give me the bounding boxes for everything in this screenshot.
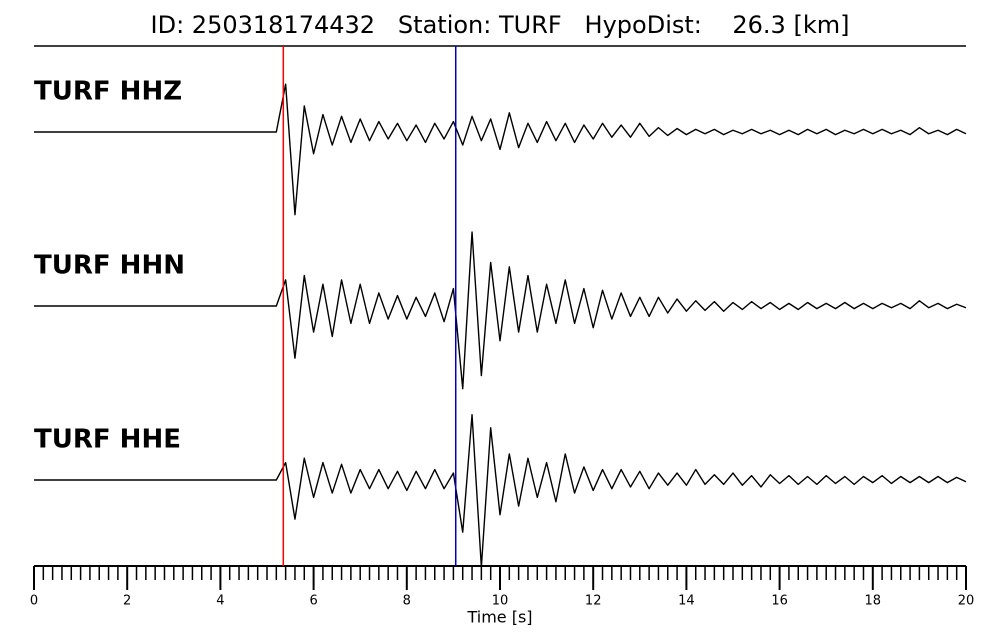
trace-label: TURF HHE: [34, 425, 181, 455]
x-axis-label: Time [s]: [466, 608, 532, 627]
x-tick-label: 8: [403, 594, 411, 609]
x-tick-label: 14: [678, 594, 695, 609]
trace-label: TURF HHN: [34, 251, 185, 281]
x-tick-label: 16: [771, 594, 788, 609]
trace-label: TURF HHZ: [34, 77, 182, 107]
x-tick-label: 20: [958, 594, 975, 609]
x-tick-label: 2: [123, 594, 131, 609]
trace: [34, 231, 967, 390]
x-tick-label: 10: [492, 594, 509, 609]
x-tick-label: 6: [309, 594, 317, 609]
trace: [34, 83, 967, 216]
x-tick-label: 18: [865, 594, 882, 609]
trace: [34, 414, 967, 568]
chart-title: ID: 250318174432 Station: TURF HypoDist:…: [151, 11, 850, 39]
x-tick-label: 0: [30, 594, 38, 609]
x-tick-label: 4: [216, 594, 224, 609]
x-tick-label: 12: [585, 594, 602, 609]
